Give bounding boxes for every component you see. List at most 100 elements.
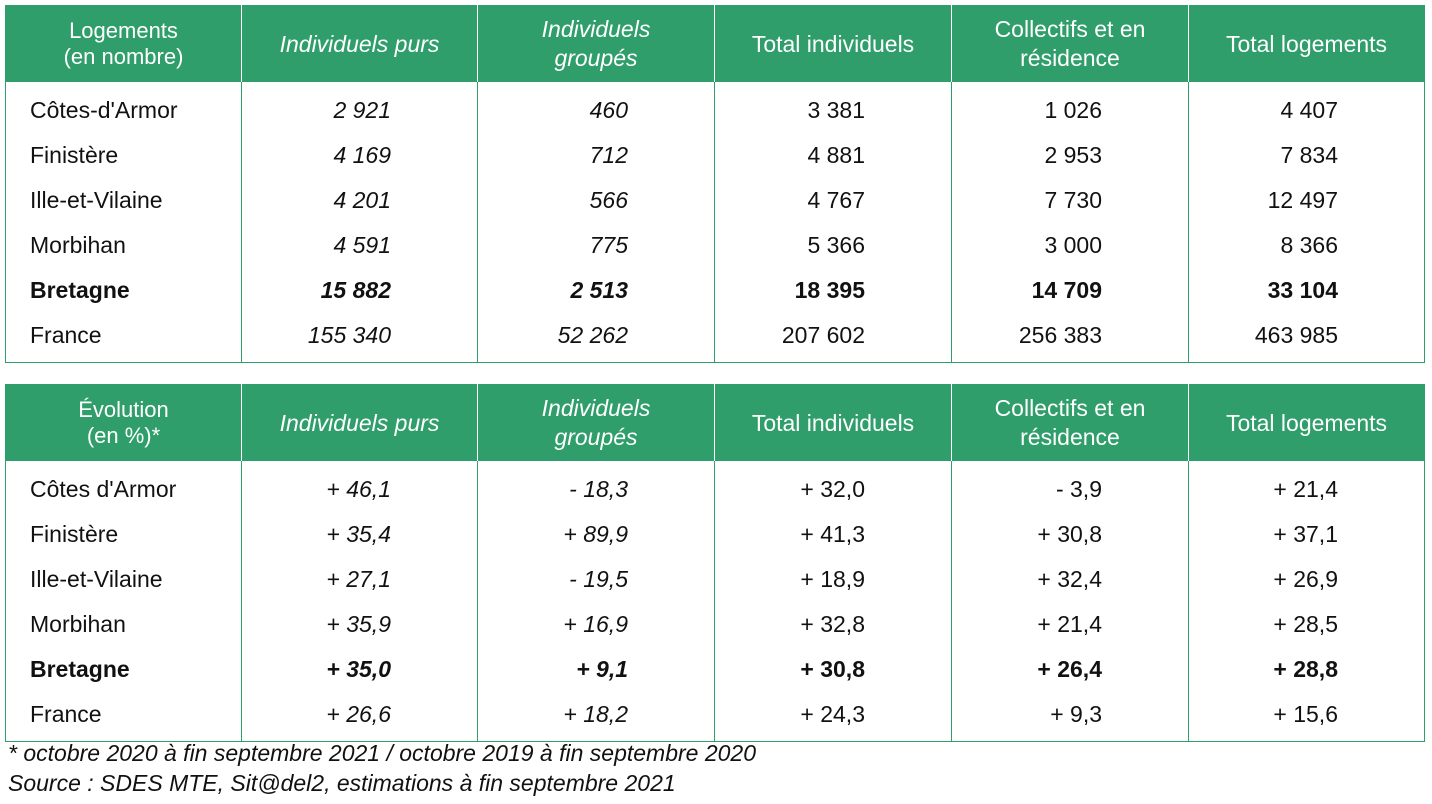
cell-value: 4 591 bbox=[241, 223, 478, 268]
cell-value: + 89,9 bbox=[477, 512, 715, 557]
cell-value: 15 882 bbox=[241, 268, 478, 313]
cell-value: + 37,1 bbox=[1273, 521, 1338, 547]
cell-value: + 35,0 bbox=[241, 647, 478, 692]
row-label: Morbihan bbox=[5, 223, 242, 268]
header-individuels-purs: Individuels purs bbox=[241, 384, 478, 461]
cell-value: + 26,9 bbox=[1273, 566, 1338, 592]
cell-value: + 21,4 bbox=[1273, 476, 1338, 502]
cell-value: 566 bbox=[477, 178, 715, 223]
cell-value: 3 381 bbox=[714, 82, 952, 133]
cell-value: + 46,1 bbox=[241, 461, 478, 512]
cell-value: - 19,5 bbox=[477, 557, 715, 602]
notes: * octobre 2020 à fin septembre 2021 / oc… bbox=[8, 738, 756, 798]
table-header-row: Logements (en nombre) Individuels purs In… bbox=[5, 5, 1425, 82]
row-label: France bbox=[5, 313, 242, 363]
cell-value: + 16,9 bbox=[477, 602, 715, 647]
table-row: France 155 340 52 262 207 602 256 383 463 985 bbox=[5, 313, 1425, 363]
header-total-individuels: Total individuels bbox=[714, 5, 952, 82]
header-collectifs: Collectifs et en résidence bbox=[951, 384, 1189, 461]
table-row: Ille-et-Vilaine 4 201 566 4 767 7 730 12 497 bbox=[5, 178, 1425, 223]
table-row: Côtes d'Armor + 46,1- 18,3 + 32,0- 3,9 + 21… bbox=[5, 461, 1425, 512]
cell-value: + 15,6 bbox=[1273, 701, 1338, 727]
cell-value: + 28,5 bbox=[1273, 611, 1338, 637]
cell-value: + 24,3 bbox=[714, 692, 952, 742]
header-individuels-groupes: Individuels groupés bbox=[477, 384, 715, 461]
table-row: France + 26,6 + 18,2 + 24,3 + 9,3 + 15,6 bbox=[5, 692, 1425, 742]
cell-value: 1 026 bbox=[951, 82, 1189, 133]
table-row: Bretagne + 35,0 + 9,1 + 30,8 + 26,4 + 28,8 bbox=[5, 647, 1425, 692]
table-row: Bretagne 15 882 2 513 18 395 14 709 33 104 bbox=[5, 268, 1425, 313]
table-header-row: Évolution (en %)* Individuels purs Indivi… bbox=[5, 384, 1425, 461]
table-row: Finistère + 35,4 + 89,9 + 41,3 + 30,8 + 37,1 bbox=[5, 512, 1425, 557]
cell-value: 256 383 bbox=[951, 313, 1189, 363]
cell-value: + 32,8 bbox=[714, 602, 952, 647]
cell-value: 2 953 bbox=[951, 133, 1189, 178]
header-individuels-purs: Individuels purs bbox=[241, 5, 478, 82]
row-label: Bretagne bbox=[5, 647, 242, 692]
row-label: Ille-et-Vilaine bbox=[5, 557, 242, 602]
cell-value: 775 bbox=[477, 223, 715, 268]
row-label: Côtes d'Armor bbox=[5, 461, 242, 512]
row-label: Finistère bbox=[5, 133, 242, 178]
cell-value: 460 bbox=[477, 82, 715, 133]
cell-value: + 35,4 bbox=[241, 512, 478, 557]
cell-value: 52 262 bbox=[477, 313, 715, 363]
cell-value: + 26,4 bbox=[951, 647, 1189, 692]
footnote: * octobre 2020 à fin septembre 2021 / oc… bbox=[8, 740, 757, 766]
table-row: Morbihan 4 591 775 5 366 3 000 8 366 bbox=[5, 223, 1425, 268]
cell-value: + 26,6 bbox=[241, 692, 478, 742]
cell-value: 155 340 bbox=[241, 313, 478, 363]
cell-value: + 18,9 bbox=[714, 557, 952, 602]
cell-value: 7 834 bbox=[1280, 142, 1338, 168]
cell-value: 4 169 bbox=[241, 133, 478, 178]
cell-value: 4 407 bbox=[1280, 97, 1338, 123]
row-label: Côtes-d'Armor bbox=[5, 82, 242, 133]
cell-value: + 32,0 bbox=[714, 461, 952, 512]
cell-value: + 9,3 bbox=[951, 692, 1189, 742]
cell-value: 12 497 bbox=[1267, 187, 1338, 213]
source-note: Source : SDES MTE, Sit@del2, estimations… bbox=[8, 770, 676, 796]
cell-value: 2 921 bbox=[241, 82, 478, 133]
header-individuels-groupes: Individuels groupés bbox=[477, 5, 715, 82]
cell-value: 4 201 bbox=[241, 178, 478, 223]
cell-value: 463 985 bbox=[1254, 322, 1338, 348]
cell-value: 7 730 bbox=[951, 178, 1189, 223]
row-label: Ille-et-Vilaine bbox=[5, 178, 242, 223]
cell-value: 3 000 bbox=[951, 223, 1189, 268]
header-total-logements: Total logements bbox=[1188, 5, 1425, 82]
cell-value: 14 709 bbox=[951, 268, 1189, 313]
header-logements: Logements (en nombre) bbox=[5, 5, 242, 82]
cell-value: 33 104 bbox=[1267, 277, 1338, 303]
cell-value: + 28,8 bbox=[1273, 656, 1338, 682]
cell-value: 2 513 bbox=[477, 268, 715, 313]
housing-count-table: Logements (en nombre) Individuels purs In… bbox=[5, 5, 1425, 363]
cell-value: 207 602 bbox=[714, 313, 952, 363]
cell-value: + 27,1 bbox=[241, 557, 478, 602]
cell-value: 4 881 bbox=[714, 133, 952, 178]
table-row: Morbihan + 35,9 + 16,9 + 32,8 + 21,4 + 28,5 bbox=[5, 602, 1425, 647]
cell-value: 5 366 bbox=[714, 223, 952, 268]
header-total-individuels: Total individuels bbox=[714, 384, 952, 461]
cell-value: 18 395 bbox=[714, 268, 952, 313]
header-evolution: Évolution (en %)* bbox=[5, 384, 242, 461]
table-row: Ille-et-Vilaine + 27,1- 19,5 + 18,9 + 32,4 +… bbox=[5, 557, 1425, 602]
row-label: Bretagne bbox=[5, 268, 242, 313]
cell-value: + 21,4 bbox=[951, 602, 1189, 647]
cell-value: + 30,8 bbox=[951, 512, 1189, 557]
cell-value: + 9,1 bbox=[477, 647, 715, 692]
cell-value: 8 366 bbox=[1280, 232, 1338, 258]
cell-value: + 41,3 bbox=[714, 512, 952, 557]
header-total-logements: Total logements bbox=[1188, 384, 1425, 461]
row-label: France bbox=[5, 692, 242, 742]
cell-value: + 35,9 bbox=[241, 602, 478, 647]
cell-value: + 18,2 bbox=[477, 692, 715, 742]
cell-value: 712 bbox=[477, 133, 715, 178]
table-row: Côtes-d'Armor 2 921 460 3 381 1 026 4 407 bbox=[5, 82, 1425, 133]
cell-value: 4 767 bbox=[714, 178, 952, 223]
header-collectifs: Collectifs et en résidence bbox=[951, 5, 1189, 82]
cell-value: + 30,8 bbox=[714, 647, 952, 692]
cell-value: - 18,3 bbox=[477, 461, 715, 512]
cell-value: + 32,4 bbox=[951, 557, 1189, 602]
row-label: Finistère bbox=[5, 512, 242, 557]
housing-evolution-table: Évolution (en %)* Individuels purs Indivi… bbox=[5, 384, 1425, 742]
